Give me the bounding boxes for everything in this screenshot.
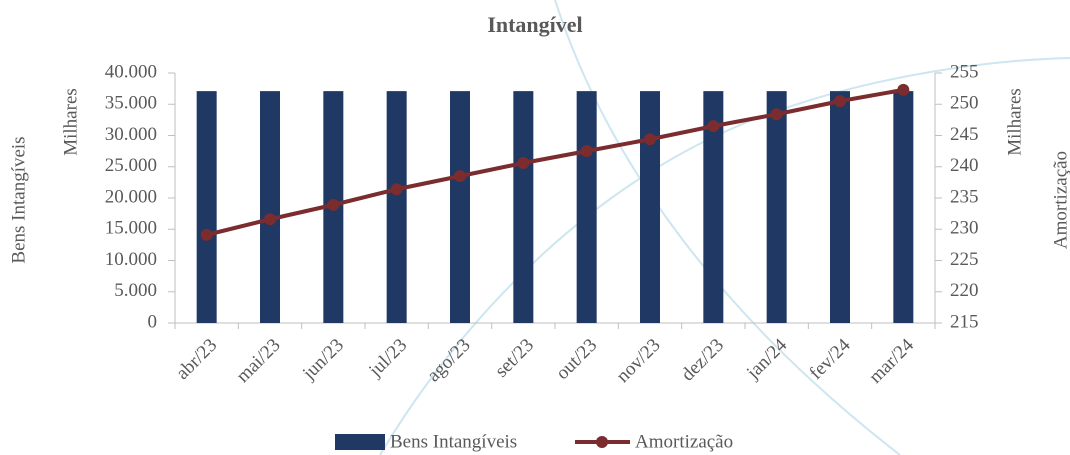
bar: [830, 91, 850, 323]
y2-tick-label: 240: [950, 155, 979, 176]
line-point: [834, 95, 846, 108]
y2-tick-label: 230: [950, 218, 979, 239]
line-point: [200, 228, 213, 241]
line-point: [390, 183, 403, 196]
y2-axis-title: Amortização: [1050, 151, 1070, 249]
x-tick-label: abr/23: [172, 335, 221, 384]
y-tick-label: 15.000: [105, 218, 157, 239]
y2-tick-label: 235: [950, 186, 979, 207]
line-point: [327, 198, 340, 211]
bar: [703, 91, 724, 323]
x-tick-label: jun/23: [298, 335, 348, 385]
x-tick-label: dez/23: [677, 335, 728, 386]
decor-curve: [379, 57, 1070, 455]
line-point: [897, 83, 910, 96]
line-point: [264, 213, 276, 226]
y2-tick-label: 225: [950, 249, 979, 270]
x-tick-label: mai/23: [232, 335, 284, 387]
y-tick-label: 20.000: [105, 186, 157, 207]
y-tick-label: 10.000: [105, 249, 157, 270]
x-tick-label: mar/24: [865, 334, 918, 387]
line: [206, 87, 904, 237]
x-tick-label: ago/23: [423, 335, 474, 386]
y-tick-label: 40.000: [105, 61, 157, 82]
bar: [450, 91, 470, 323]
chart-title: Intangível: [487, 12, 582, 37]
y2-axis-unit: Milhares: [1004, 88, 1025, 156]
bar: [386, 91, 407, 323]
y-tick-label: 5.000: [114, 280, 157, 301]
line-point: [580, 145, 593, 158]
line-point: [770, 108, 783, 121]
x-tick-label: set/23: [491, 335, 538, 382]
y-tick-label: 0: [148, 311, 158, 332]
y2-tick-label: 250: [950, 93, 979, 114]
bar: [576, 91, 597, 323]
y2-tick-label: 255: [950, 61, 979, 82]
line-point: [707, 120, 720, 133]
bar: [196, 91, 217, 323]
bar: [766, 91, 787, 323]
y2-tick-label: 245: [950, 124, 979, 145]
y-axis-unit: Milhares: [60, 88, 81, 156]
legend-label: Bens Intangíveis: [390, 431, 517, 452]
line-point: [517, 157, 530, 169]
y-tick-label: 35.000: [105, 93, 157, 114]
x-tick-label: out/23: [552, 335, 601, 384]
bar: [893, 91, 914, 323]
bar: [640, 91, 660, 323]
y-tick-label: 30.000: [105, 124, 157, 145]
line-point: [644, 133, 656, 146]
line-point: [454, 170, 466, 183]
x-tick-label: jan/24: [742, 334, 791, 383]
x-tick-label: jul/23: [364, 335, 411, 382]
bar: [260, 91, 280, 323]
y-axis-title: Bens Intangíveis: [8, 136, 29, 263]
legend-swatch: [596, 436, 608, 448]
legend-swatch: [335, 434, 385, 450]
decor-curve: [554, 0, 901, 455]
x-tick-label: nov/23: [612, 335, 664, 387]
bar: [513, 91, 534, 323]
legend-label: Amortização: [635, 431, 733, 452]
y2-tick-label: 220: [950, 280, 979, 301]
x-tick-label: fev/24: [805, 334, 855, 384]
y2-tick-label: 215: [950, 311, 979, 332]
y-tick-label: 25.000: [105, 155, 157, 176]
